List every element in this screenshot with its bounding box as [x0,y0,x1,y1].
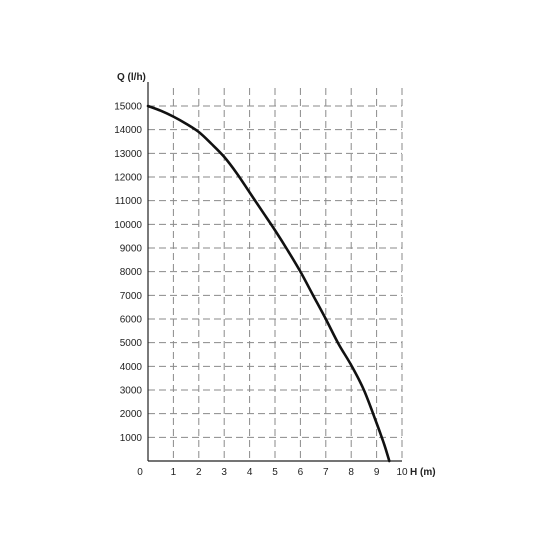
y-tick-label: 15000 [114,102,142,113]
x-tick-label: 5 [272,467,278,478]
y-tick-label: 13000 [114,149,142,160]
y-axis-title: Q (l/h) [117,72,146,83]
y-tick-label: 12000 [114,173,142,184]
y-tick-labels: 1000 2000 3000 4000 5000 6000 7000 8000 9000 1000… [114,102,142,444]
y-tick-label: 10000 [114,220,142,231]
pump-curve-line [146,104,391,463]
y-tick-label: 3000 [120,386,143,397]
x-axis-title: H (m) [410,467,436,478]
x-tick-label: 2 [196,467,202,478]
x-tick-label: 0 [137,467,143,478]
y-tick-label: 4000 [120,362,143,373]
y-tick-label: 6000 [120,315,143,326]
y-tick-label: 8000 [120,267,143,278]
x-tick-labels: 0 1 2 3 4 5 6 7 8 9 10 [137,467,408,478]
x-tick-label: 3 [221,467,227,478]
x-tick-label: 8 [348,467,354,478]
grid-lines [148,88,403,461]
axes [147,82,402,462]
x-tick-label: 9 [374,467,380,478]
x-tick-label: 7 [323,467,329,478]
y-tick-label: 1000 [120,433,143,444]
x-tick-label: 6 [298,467,304,478]
series-group [146,104,391,463]
y-tick-label: 11000 [115,196,143,207]
x-tick-label: 1 [171,467,177,478]
x-tick-label: 10 [396,467,408,478]
y-tick-label: 14000 [114,125,142,136]
y-tick-label: 5000 [120,338,143,349]
x-tick-label: 4 [247,467,253,478]
y-tick-label: 2000 [120,409,143,420]
y-tick-label: 9000 [120,244,143,255]
y-tick-label: 7000 [120,291,143,302]
